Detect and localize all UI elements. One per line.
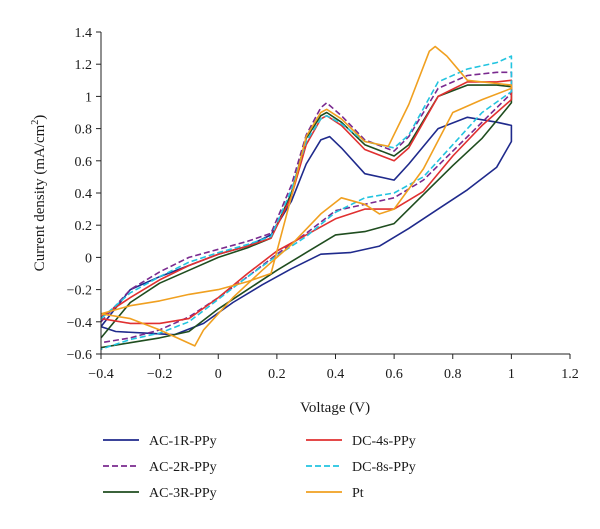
legend-item-ac-1r-ppy: AC-1R-PPy <box>103 434 217 449</box>
x-tick-label: −0.4 <box>88 367 113 382</box>
legend-item-pt: Pt <box>306 486 364 501</box>
y-tick-label: 0.6 <box>75 155 93 170</box>
legend-label: AC-2R-PPy <box>149 460 217 475</box>
y-tick-label: 0.8 <box>75 123 93 138</box>
y-tick-label: 0.2 <box>75 219 93 234</box>
y-axis-title-end: ) <box>32 115 48 120</box>
y-tick-label: 1.4 <box>75 26 93 41</box>
x-tick-label: 0.2 <box>268 367 286 382</box>
x-axis-title: Voltage (V) <box>300 400 370 416</box>
x-tick-label: −0.2 <box>147 367 172 382</box>
y-axis-title-superscript: 2 <box>30 120 41 125</box>
y-tick-label: −0.6 <box>67 348 92 363</box>
legend-item-dc-8s-ppy: DC-8s-PPy <box>306 460 416 475</box>
legend-label: AC-3R-PPy <box>149 486 217 501</box>
legend-item-ac-3r-ppy: AC-3R-PPy <box>103 486 217 501</box>
legend-item-ac-2r-ppy: AC-2R-PPy <box>103 460 217 475</box>
ticks: −0.4 −0.2 0 0.2 0.4 0.6 0.8 1 1.2 −0.6 −0.4 −0.2 0 0.… <box>67 26 579 382</box>
y-tick-label: −0.2 <box>67 284 92 299</box>
legend-label: AC-1R-PPy <box>149 434 217 449</box>
series-line-ac-2r-ppy <box>101 71 513 344</box>
y-tick-label: 0 <box>85 251 92 266</box>
x-tick-label: 0.6 <box>385 367 403 382</box>
legend-label: Pt <box>352 486 364 501</box>
x-tick-label: 0.4 <box>327 367 345 382</box>
x-tick-label: 0 <box>215 367 222 382</box>
y-tick-label: 1.2 <box>75 58 93 73</box>
y-axis-title-main: Current density (mA/cm <box>32 124 48 271</box>
series-line-pt <box>101 45 513 347</box>
plot-lines <box>101 45 513 350</box>
y-tick-label: 1 <box>85 90 92 105</box>
series-line-dc-8s-ppy <box>101 55 513 350</box>
x-tick-label: 0.8 <box>444 367 462 382</box>
x-tick-label: 1.2 <box>561 367 579 382</box>
legend-label: DC-8s-PPy <box>352 460 416 475</box>
y-tick-label: −0.4 <box>67 316 92 331</box>
legend-label: DC-4s-PPy <box>352 434 416 449</box>
y-axis-title: Current density (mA/cm2) <box>30 115 48 272</box>
legend: AC-1R-PPy AC-2R-PPy AC-3R-PPy DC-4s-PPy DC-8… <box>103 434 416 501</box>
series-line-ac-1r-ppy <box>101 116 513 336</box>
legend-item-dc-4s-ppy: DC-4s-PPy <box>306 434 416 449</box>
x-tick-label: 1 <box>508 367 515 382</box>
y-tick-label: 0.4 <box>75 187 93 202</box>
axes <box>100 32 570 355</box>
